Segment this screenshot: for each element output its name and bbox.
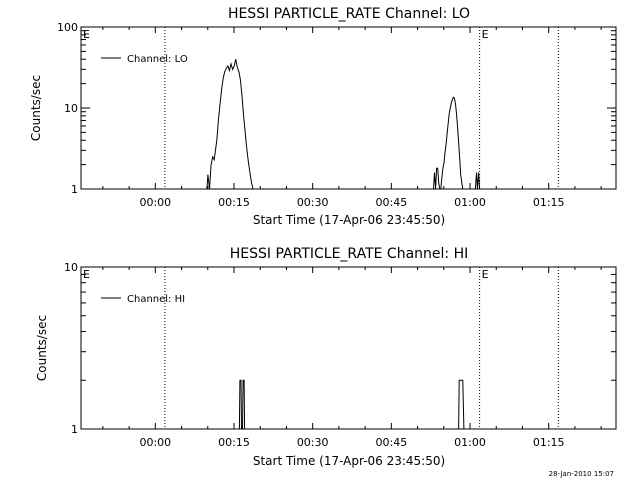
y-tick-label: 10 [64, 102, 78, 115]
chart-panel-hi: HESSI PARTICLE_RATE Channel: HI Start Ti… [35, 246, 617, 468]
x-tick-label: 01:15 [533, 436, 565, 449]
y-tick-label: 1 [71, 183, 78, 196]
x-tick-label: 00:30 [297, 436, 329, 449]
event-marker-label: E [482, 28, 489, 41]
x-axis-label: Start Time (17-Apr-06 23:45:50) [253, 213, 445, 227]
chart-title: HESSI PARTICLE_RATE Channel: HI [230, 246, 468, 262]
chart-panel-lo: HESSI PARTICLE_RATE Channel: LO Start Ti… [29, 6, 617, 227]
x-tick-label: 01:15 [533, 196, 565, 209]
plot-frame [80, 266, 617, 430]
y-axis-label: Counts/sec [29, 75, 43, 141]
series-line [457, 379, 465, 430]
x-tick-label: 00:15 [218, 436, 250, 449]
y-axis-label: Counts/sec [35, 315, 49, 381]
y-tick-label: 100 [57, 21, 78, 34]
legend-label: Channel: LO [127, 54, 188, 65]
y-tick-label: 10 [64, 261, 78, 274]
footer-timestamp: 28-Jan-2010 15:07 [549, 470, 614, 478]
y-tick-label: 1 [71, 423, 78, 436]
data-series [238, 379, 465, 430]
x-tick-label: 00:00 [139, 196, 171, 209]
x-tick-label: 01:00 [454, 196, 486, 209]
x-tick-label: 00:45 [376, 196, 408, 209]
x-tick-label: 00:15 [218, 196, 250, 209]
event-marker-label: E [83, 268, 90, 281]
x-tick-label: 00:30 [297, 196, 329, 209]
x-tick-label: 00:45 [376, 436, 408, 449]
legend-label: Channel: HI [127, 294, 185, 305]
axis-ticks: 00:00 00:15 00:30 00:45 01:00 01:15 1 10 100 [57, 21, 616, 209]
chart-title: HESSI PARTICLE_RATE Channel: LO [228, 6, 470, 22]
event-marker-label: E [482, 268, 489, 281]
series-line [206, 59, 260, 190]
event-marker-label: E [83, 28, 90, 41]
data-series [206, 59, 482, 190]
x-axis-label: Start Time (17-Apr-06 23:45:50) [253, 454, 445, 468]
series-line [238, 379, 248, 430]
x-tick-label: 01:00 [454, 436, 486, 449]
series-line [432, 96, 482, 190]
x-tick-label: 00:00 [139, 436, 171, 449]
axis-ticks: 00:00 00:15 00:30 00:45 01:00 01:15 1 10 [64, 261, 616, 449]
